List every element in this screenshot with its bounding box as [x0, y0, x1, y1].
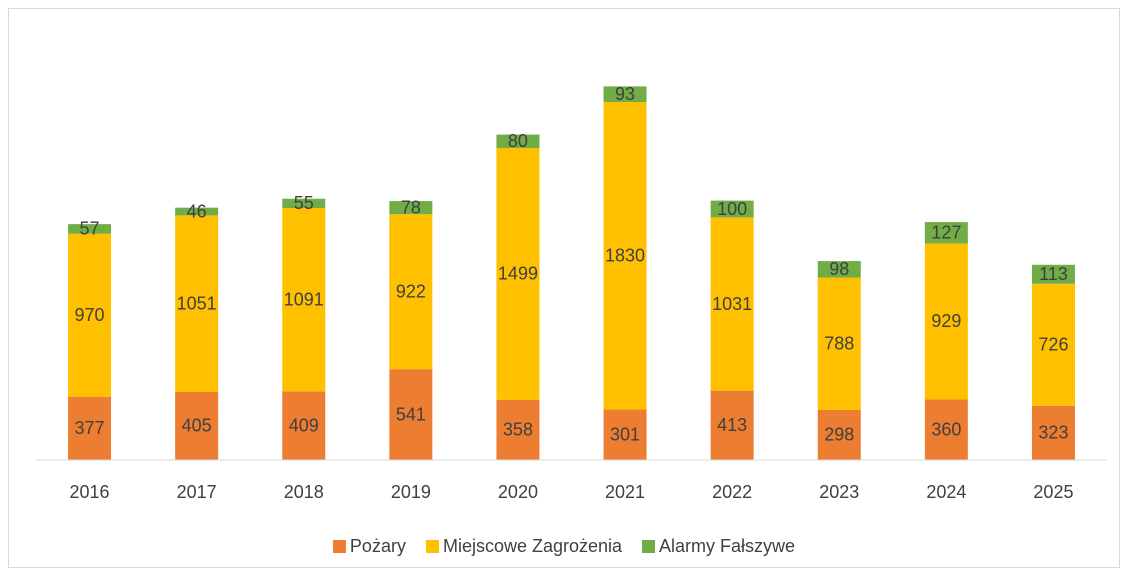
x-tick-label: 2017	[177, 482, 217, 502]
bar-segment	[68, 224, 112, 234]
data-label: 46	[187, 201, 207, 221]
x-tick-label: 2022	[712, 482, 752, 502]
data-label: 80	[508, 131, 528, 151]
bar-segment	[496, 399, 540, 460]
data-label: 377	[75, 418, 105, 438]
data-label: 726	[1038, 335, 1068, 355]
data-label: 1499	[498, 264, 538, 284]
bar-segment	[817, 261, 861, 278]
data-label: 100	[717, 199, 747, 219]
x-tick-label: 2021	[605, 482, 645, 502]
x-tick-label: 2018	[284, 482, 324, 502]
bar-segment	[1031, 283, 1075, 406]
bar-segment	[175, 391, 219, 460]
bar-segment	[924, 399, 968, 460]
bar-segment	[603, 409, 647, 460]
legend-label: Miejscowe Zagrożenia	[443, 536, 623, 556]
data-label: 98	[829, 259, 849, 279]
data-label: 323	[1038, 423, 1068, 443]
data-label: 360	[931, 420, 961, 440]
bar-segment	[496, 148, 540, 400]
data-label: 78	[401, 197, 421, 217]
bar-segment	[924, 243, 968, 400]
bar-segment	[175, 207, 219, 216]
x-tick-label: 2019	[391, 482, 431, 502]
bar-segment	[710, 390, 754, 460]
legend-label: Alarmy Fałszywe	[659, 536, 795, 556]
data-label: 127	[931, 223, 961, 243]
data-label: 93	[615, 84, 635, 104]
bar-segment	[603, 86, 647, 102]
legend-swatch	[425, 540, 439, 553]
data-label: 929	[931, 311, 961, 331]
data-label: 57	[80, 219, 100, 239]
bar-segment	[389, 369, 433, 460]
data-label: 1051	[177, 293, 217, 313]
bar-segment	[924, 222, 968, 244]
bar-segment	[817, 409, 861, 460]
data-label: 413	[717, 415, 747, 435]
data-label: 541	[396, 404, 426, 424]
bar-segment	[282, 208, 326, 392]
data-label: 788	[824, 333, 854, 353]
bar-segment	[282, 391, 326, 460]
data-label: 113	[1039, 264, 1068, 284]
legend-swatch	[642, 540, 656, 553]
bar-segment	[68, 233, 112, 397]
data-label: 1091	[284, 289, 324, 309]
bar-segment	[389, 214, 433, 370]
data-label: 55	[294, 193, 314, 213]
legend-label: Pożary	[350, 536, 406, 556]
bar-segment	[710, 200, 754, 218]
bar-segment	[282, 198, 326, 208]
data-label: 405	[182, 416, 212, 436]
data-label: 301	[610, 424, 640, 444]
data-label: 358	[503, 420, 533, 440]
x-tick-label: 2020	[498, 482, 538, 502]
data-label: 970	[75, 305, 105, 325]
bar-segment	[175, 215, 219, 392]
x-tick-label: 2023	[819, 482, 859, 502]
data-label: 922	[396, 281, 426, 301]
bar-segment	[68, 396, 112, 460]
bar-segment	[389, 201, 433, 215]
bar-segment	[1031, 405, 1075, 460]
data-label: 409	[289, 415, 319, 435]
x-tick-label: 2024	[926, 482, 966, 502]
bar-segment	[1031, 264, 1075, 284]
data-label: 298	[824, 425, 854, 445]
x-tick-label: 2025	[1033, 482, 1073, 502]
data-label: 1830	[605, 245, 645, 265]
data-label: 1031	[712, 294, 752, 314]
bar-segment	[603, 101, 647, 410]
bar-segment	[710, 217, 754, 391]
legend-swatch	[332, 540, 346, 553]
x-tick-label: 2016	[70, 482, 110, 502]
bar-segment	[817, 277, 861, 410]
bar-segment	[496, 134, 540, 149]
